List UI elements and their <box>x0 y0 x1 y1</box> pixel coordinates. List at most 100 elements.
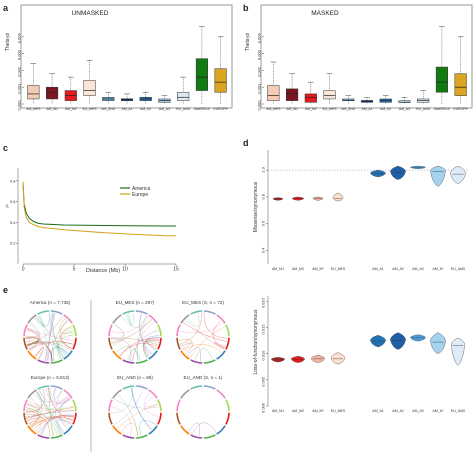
e-circos-chromosome-arc <box>176 412 181 425</box>
b-ytick-label: 0.000 <box>256 100 261 111</box>
c-series-line-america <box>22 184 176 227</box>
b-box <box>286 88 299 101</box>
panel-label-e: e <box>3 285 8 295</box>
a-ytick-label: 0.004 <box>16 33 21 44</box>
e-circos-link <box>121 316 152 328</box>
e-circos-link <box>111 406 132 437</box>
e-circos-chromosome-arc <box>135 434 148 439</box>
e-circos-link <box>31 415 75 428</box>
panel-b-boxplot: MASKED Theta-pi 0.000 0.001 0.002 0.003 0.00… <box>245 4 473 111</box>
a-ytick-label: 0.003 <box>16 49 21 60</box>
e-circos-link <box>29 322 41 352</box>
e-circos-link <box>139 313 152 356</box>
e-circos-link <box>55 390 62 435</box>
e-circos-link <box>27 416 72 424</box>
e-circos-link <box>48 312 67 356</box>
e-circos-chromosome-arc <box>23 324 28 337</box>
b-category-label: AM_M1 <box>286 107 298 111</box>
b-category-label: AM_A2 <box>380 107 391 111</box>
e-circos-link <box>26 340 39 347</box>
e-circos-link <box>59 397 70 428</box>
e-circos-chromosome-arc <box>108 324 113 337</box>
e-circos-chromosome-arc <box>23 399 28 412</box>
e-circos-link <box>26 328 75 341</box>
c-ytick-label: 0.4 <box>10 220 16 225</box>
e-circos-chromosome-arc <box>180 425 190 435</box>
e-circos-link <box>38 315 47 362</box>
e-circos-link <box>25 388 45 413</box>
d-top-category-label: AM_M1 <box>272 267 284 271</box>
e-circos-link <box>35 314 45 327</box>
d-top-ytick-label: 0.6 <box>260 220 265 226</box>
e-circos-chromosome-arc <box>176 324 181 337</box>
b-category-label: EU_MES <box>323 107 338 111</box>
c-legend-label: America <box>132 186 151 192</box>
e-circos-link <box>139 420 157 436</box>
e-circos-link <box>121 422 138 437</box>
d-top-category-label: AM_A3 <box>412 267 424 271</box>
e-circos-link <box>187 347 201 362</box>
e-circos-chromosome-arc <box>72 412 77 425</box>
e-circos-link <box>25 405 74 411</box>
e-circos-link <box>117 394 139 437</box>
d-bottom-category-label: EU_AND <box>451 409 466 413</box>
e-circos-title: Europe (n = 6,813) <box>31 375 70 380</box>
panel-c-xlabel: Distance (Mb) <box>86 268 120 274</box>
e-circos-link <box>57 419 72 434</box>
e-circos-link <box>130 387 152 431</box>
e-circos-link <box>40 414 75 435</box>
d-bottom-category-label: AM_A* <box>433 409 445 413</box>
d-top-category-label: AM_M2 <box>292 267 304 271</box>
e-circos-link <box>115 346 141 361</box>
e-circos-chromosome-arc <box>108 337 113 350</box>
e-circos-chromosome-arc <box>157 412 162 425</box>
d-bottom-ytick-label: 0.010 <box>260 350 265 361</box>
e-circos-chromosome-arc <box>37 434 50 439</box>
e-circos-chromosome-arc <box>108 412 113 425</box>
e-circos-chromosome-arc <box>216 425 226 435</box>
e-circos-chromosome-arc <box>135 385 148 390</box>
e-circos-link <box>56 330 74 360</box>
d-bottom-category-label: AM_A2 <box>392 409 404 413</box>
e-circos-link <box>119 343 158 357</box>
d-top-category-label: AM_A1 <box>372 267 384 271</box>
a-category-label: AM_A1 <box>121 107 132 111</box>
e-circos-chromosome-arc <box>112 350 122 360</box>
e-circos-chromosome-arc <box>27 389 37 399</box>
d-bottom-category-label: EU_MES <box>331 409 346 413</box>
a-box <box>83 80 96 96</box>
e-circos-link <box>25 327 39 340</box>
e-circos-chromosome-arc <box>122 385 135 390</box>
e-circos-chromosome-arc <box>203 310 216 315</box>
e-circos-link <box>30 391 42 428</box>
e-circos-link <box>137 315 148 362</box>
a-box <box>27 85 40 100</box>
e-circos-link <box>35 346 43 357</box>
e-circos-link <box>53 347 67 362</box>
b-box <box>267 85 280 101</box>
e-circos-link <box>36 391 61 435</box>
e-circos-link <box>37 415 75 434</box>
b-ytick-label: 0.004 <box>256 33 261 44</box>
e-circos-link <box>26 403 39 419</box>
e-circos-chromosome-arc <box>108 399 113 412</box>
e-circos-chromosome-arc <box>112 314 122 324</box>
e-circos-link <box>141 316 151 357</box>
d-bottom-ytick-label: 0.020 <box>260 297 265 308</box>
e-circos-link <box>30 397 41 428</box>
e-circos-link <box>26 342 53 362</box>
e-circos-link <box>213 342 226 350</box>
d-bottom-violin <box>331 352 345 365</box>
panel-a-boxplot: UNMASKED Theta-pi 0.000 0.001 0.002 0.003 0.… <box>5 4 233 111</box>
e-circos-chromosome-arc <box>190 359 203 364</box>
d-top-category-label: EU_MES <box>331 267 346 271</box>
e-circos-link <box>49 387 56 401</box>
e-circos-chromosome-arc <box>72 399 77 412</box>
d-bottom-violin <box>430 332 446 354</box>
panel-d-top-ylabel: Missense/synonymous <box>253 181 259 232</box>
e-circos-link <box>27 396 70 407</box>
e-circos-chromosome-arc <box>203 385 216 390</box>
panel-d-bottom-ylabel: Loss-of-function/synonymous <box>253 309 259 375</box>
d-bottom-category-label: AM_M1 <box>272 409 284 413</box>
